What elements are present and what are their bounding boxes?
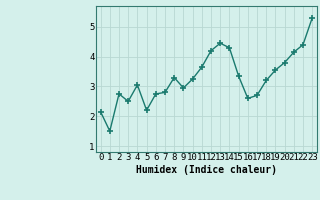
X-axis label: Humidex (Indice chaleur): Humidex (Indice chaleur) <box>136 165 277 175</box>
